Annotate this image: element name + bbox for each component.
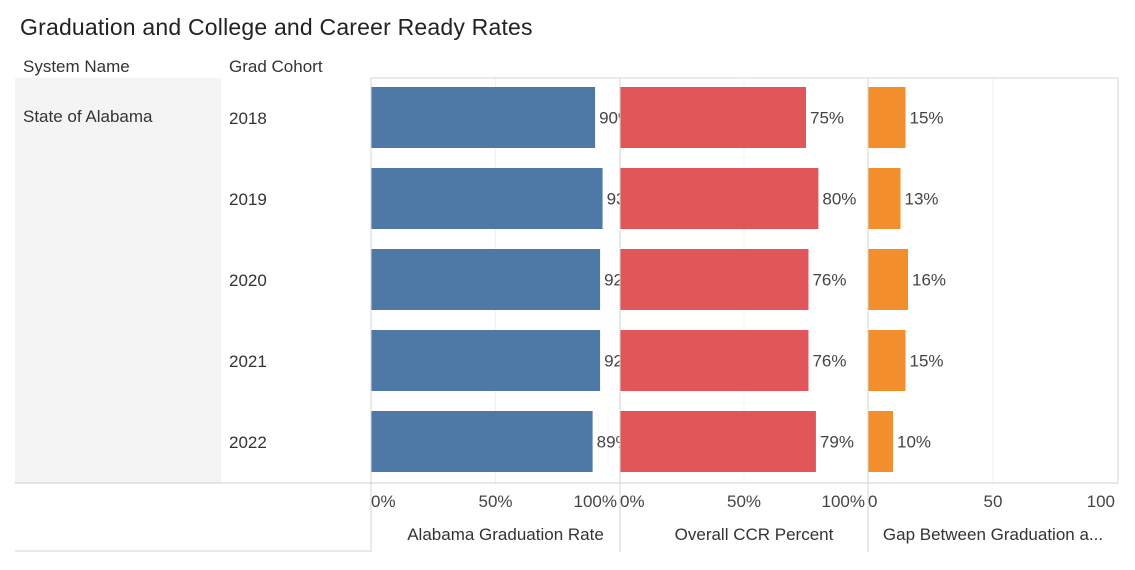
data-label-2-2022: 10% xyxy=(897,433,931,452)
data-label-2-2020: 16% xyxy=(912,271,946,290)
tick-label-2-1: 50 xyxy=(984,492,1003,511)
bar-2-2022 xyxy=(868,411,893,472)
bar-0-2021 xyxy=(371,330,601,391)
bar-0-2018 xyxy=(371,87,596,148)
tick-label-2-2: 100 xyxy=(1087,492,1115,511)
header-grad-cohort: Grad Cohort xyxy=(229,57,323,76)
data-label-1-2022: 79% xyxy=(820,433,854,452)
data-label-1-2019: 80% xyxy=(822,190,856,209)
row-header-bg xyxy=(15,78,221,483)
cohort-label-2018: 2018 xyxy=(229,109,267,128)
tick-label-0-1: 50% xyxy=(478,492,512,511)
bar-2-2021 xyxy=(868,330,906,391)
axis-title-0: Alabama Graduation Rate xyxy=(407,525,604,544)
data-label-2-2021: 15% xyxy=(910,352,944,371)
system-name-label: State of Alabama xyxy=(23,107,153,126)
tick-label-0-0: 0% xyxy=(371,492,396,511)
bar-2-2018 xyxy=(868,87,906,148)
cohort-label-2022: 2022 xyxy=(229,433,267,452)
bar-0-2020 xyxy=(371,249,601,310)
bar-1-2020 xyxy=(620,249,809,310)
bar-2-2019 xyxy=(868,168,901,229)
bar-1-2022 xyxy=(620,411,816,472)
bar-0-2019 xyxy=(371,168,603,229)
axis-title-2: Gap Between Graduation a... xyxy=(883,525,1103,544)
bar-1-2018 xyxy=(620,87,806,148)
header-system-name: System Name xyxy=(23,57,130,76)
data-label-2-2018: 15% xyxy=(910,109,944,128)
tick-label-2-0: 0 xyxy=(868,492,877,511)
cohort-label-2020: 2020 xyxy=(229,271,267,290)
tick-label-1-0: 0% xyxy=(620,492,645,511)
data-label-1-2018: 75% xyxy=(810,109,844,128)
data-label-1-2021: 76% xyxy=(812,352,846,371)
cohort-label-2019: 2019 xyxy=(229,190,267,209)
bar-2-2020 xyxy=(868,249,908,310)
chart-title: Graduation and College and Career Ready … xyxy=(20,14,533,40)
data-label-2-2019: 13% xyxy=(905,190,939,209)
tick-label-1-1: 50% xyxy=(727,492,761,511)
bar-0-2022 xyxy=(371,411,593,472)
data-label-1-2020: 76% xyxy=(812,271,846,290)
tick-label-0-2: 100% xyxy=(574,492,617,511)
bar-1-2019 xyxy=(620,168,819,229)
bar-1-2021 xyxy=(620,330,809,391)
axis-title-1: Overall CCR Percent xyxy=(675,525,834,544)
cohort-label-2021: 2021 xyxy=(229,352,267,371)
tick-label-1-2: 100% xyxy=(822,492,865,511)
